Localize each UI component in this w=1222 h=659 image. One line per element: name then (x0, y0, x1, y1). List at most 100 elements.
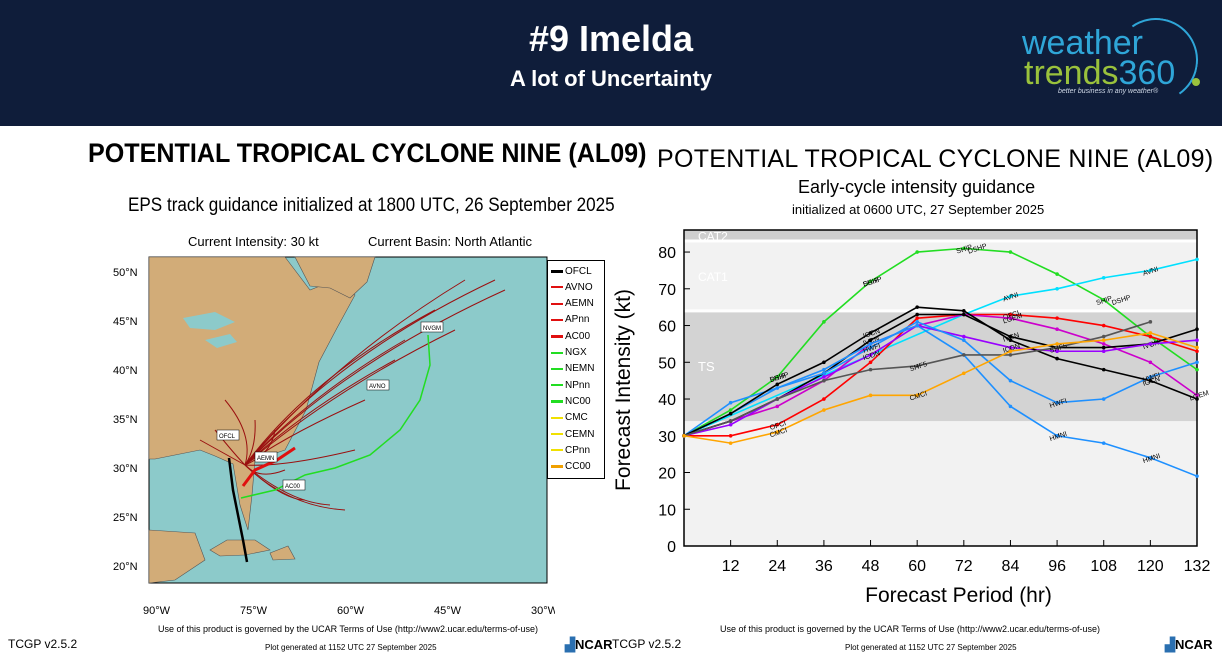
legend-item: NC00 (551, 394, 591, 408)
ensemble-track (199, 439, 246, 466)
lat-label: 30°N (113, 463, 138, 475)
series-line-igcn (683, 306, 1198, 437)
lat-label: 20°N (113, 561, 138, 573)
data-point-ivcn (962, 312, 966, 317)
legend-label: OFCL (565, 265, 592, 277)
legend-label: CC00 (565, 461, 591, 473)
data-point-ofci (728, 433, 733, 438)
legend-swatch (551, 286, 563, 289)
y-tick-label: 10 (658, 502, 676, 519)
band-label: TS (698, 359, 715, 374)
track-legend: OFCL AVNO AEMN APnn AC00 NGX NEMN NPnn NC00 CMC CE… (547, 260, 605, 479)
right-version: TCGP v2.5.2 (612, 637, 682, 651)
legend-label: APnn (565, 314, 590, 326)
ensemble-track (244, 419, 256, 466)
data-point-avni (1101, 275, 1106, 280)
y-axis-label: Forecast Intensity (kt) (612, 289, 635, 491)
current-intensity: Current Intensity: 30 kt (188, 234, 319, 249)
data-point-igcn (1195, 397, 1199, 401)
data-point-shf5 (1101, 334, 1106, 339)
logo-trends: trends (1024, 54, 1119, 92)
legend-swatch (551, 449, 563, 452)
data-point-hmni (868, 342, 873, 346)
legend-swatch (551, 367, 563, 370)
great-lakes-2 (205, 334, 237, 348)
legend-item: AVNO (551, 280, 593, 294)
data-point-igcn (822, 360, 826, 365)
data-point-ivcn (1008, 334, 1013, 339)
central-america-land (148, 529, 206, 584)
logo-dot-icon (1192, 78, 1200, 86)
data-point-hwfi (728, 400, 733, 405)
current-basin: Current Basin: North Atlantic (368, 234, 533, 249)
series-label: SHIP (862, 277, 880, 289)
data-point-hwfi (868, 345, 873, 350)
hispaniola-land (269, 545, 296, 561)
data-point-icon (822, 375, 826, 379)
data-point-lgem (1101, 342, 1106, 346)
data-point-hmni (775, 386, 780, 390)
x-tick-label: 108 (1090, 558, 1117, 575)
legend-label: AEMN (565, 298, 594, 310)
data-point-avni (1008, 294, 1013, 298)
ensemble-track (244, 449, 356, 466)
legend-label: AVNO (565, 281, 593, 293)
x-tick-label: 84 (1002, 558, 1020, 575)
data-point-shf5 (962, 353, 966, 357)
left-ncar-logo: ▟NCAR (565, 637, 613, 653)
y-tick-label: 50 (658, 355, 676, 372)
data-point-ship (775, 375, 780, 379)
lat-label: 50°N (113, 267, 138, 279)
data-point-hwfi (915, 320, 919, 324)
data-point-hwfi (822, 371, 826, 376)
legend-item: NPnn (551, 378, 590, 392)
y-tick-label: 70 (658, 282, 676, 299)
ofcl-track (227, 457, 249, 563)
data-point-shf5 (775, 397, 780, 401)
legend-item: CC00 (551, 460, 591, 474)
data-point-hmni (1055, 433, 1059, 438)
aemn-track (241, 446, 296, 487)
data-point-hmni (822, 367, 826, 372)
data-point-icon (1055, 349, 1059, 354)
data-point-ofci (1008, 312, 1013, 317)
legend-item: OFCL (551, 264, 592, 278)
ensemble-track (244, 309, 436, 466)
left-footer-plot: Plot generated at 1152 UTC 27 September … (265, 643, 437, 652)
lon-label: 90°W (143, 605, 171, 617)
right-chart-subtitle: Early-cycle intensity guidance (798, 177, 1036, 197)
data-point-lgem (775, 404, 780, 409)
data-point-ship (728, 408, 733, 412)
legend-item: NGX (551, 346, 587, 360)
x-tick-label: 48 (862, 558, 880, 575)
data-point-lgem (1195, 393, 1199, 398)
data-point-avni (1195, 257, 1199, 262)
data-point-shf5 (1055, 345, 1059, 350)
track-lines (199, 279, 506, 511)
data-point-igcn (728, 411, 733, 416)
logo-tagline: better business in any weather® (1058, 88, 1159, 95)
left-org: NCAR (575, 637, 613, 652)
series-line-hwfi (683, 320, 1198, 437)
map-label-ac00: AC00 (282, 479, 306, 491)
data-point-shf5 (1008, 353, 1013, 357)
lat-label: 35°N (113, 414, 138, 426)
legend-item: APnn (551, 313, 589, 327)
legend-swatch (551, 318, 563, 321)
band-cat2 (684, 230, 1197, 242)
legend-label: CPnn (565, 444, 591, 456)
series-label: SHIP (769, 372, 787, 384)
page-subtitle: A lot of Uncertainty (509, 66, 713, 91)
y-tick-label: 0 (667, 539, 676, 556)
y-tick-label: 40 (658, 392, 676, 409)
ncar-icon: ▟ (565, 637, 575, 652)
svg-text:NVGM: NVGM (423, 326, 441, 332)
series-label: IVCN (862, 336, 880, 348)
series-line-ofci (684, 313, 1198, 437)
x-tick-label: 96 (1048, 558, 1066, 575)
data-point-cmci (915, 393, 919, 398)
data-point-igcn (775, 382, 780, 387)
map-label-nvgm: NVGM (420, 321, 444, 333)
data-point-avni (1055, 286, 1059, 291)
lon-label: 75°W (240, 605, 268, 617)
